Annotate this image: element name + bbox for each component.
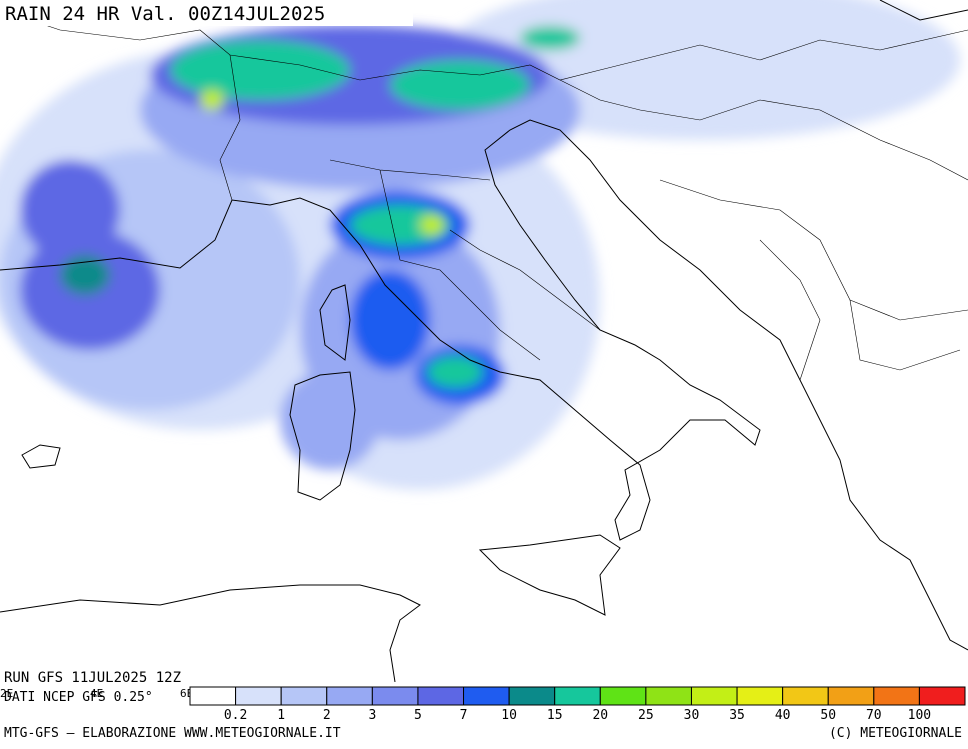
color-swatch xyxy=(280,686,328,706)
border xyxy=(449,229,601,331)
lon-label: 2E xyxy=(0,687,13,700)
legend-label: 70 xyxy=(866,708,882,723)
legend-label: 50 xyxy=(820,708,836,723)
colorbar: 0.2 1 2 3 5 7 10 15 20 25 30 35 40 50 70 100 xyxy=(189,686,966,723)
color-swatch xyxy=(189,686,237,706)
color-swatch xyxy=(554,686,601,706)
balearic xyxy=(21,444,61,469)
border xyxy=(0,9,968,81)
run-label: RUN GFS 11JUL2025 12Z xyxy=(4,670,181,686)
border xyxy=(219,54,241,201)
legend-label: 35 xyxy=(729,708,745,723)
color-swatch xyxy=(736,686,784,706)
color-swatch xyxy=(326,686,373,706)
borders xyxy=(0,9,968,381)
legend-label: 40 xyxy=(775,708,791,723)
legend-label: 30 xyxy=(684,708,700,723)
africa-coast xyxy=(0,584,421,682)
coastlines xyxy=(0,0,968,682)
legend-label: 25 xyxy=(638,708,654,723)
coastline xyxy=(0,119,968,651)
precip-field xyxy=(0,0,960,490)
title: RAIN 24 HR Val. 00Z14JUL2025 xyxy=(5,3,325,25)
title-box xyxy=(0,0,413,26)
legend-label: 3 xyxy=(368,708,376,723)
border xyxy=(659,179,961,371)
color-swatch xyxy=(417,686,465,706)
legend-label: 20 xyxy=(592,708,608,723)
color-swatch xyxy=(599,686,647,706)
map xyxy=(0,0,968,682)
legend-label: 2 xyxy=(323,708,331,723)
legend-label: 7 xyxy=(460,708,468,723)
color-swatch xyxy=(873,686,920,706)
legend-label: 1 xyxy=(277,708,285,723)
footer-right: (C) METEOGIORNALE xyxy=(829,726,962,741)
sicily xyxy=(478,534,621,616)
color-swatch xyxy=(463,686,510,706)
color-swatch xyxy=(235,686,282,706)
legend-label: 15 xyxy=(547,708,563,723)
legend-label: 100 xyxy=(908,708,931,723)
legend-label: 10 xyxy=(501,708,517,723)
source-label: DATI NCEP GFS 0.25° xyxy=(4,690,153,705)
color-swatch xyxy=(782,686,829,706)
footer-left: MTG-GFS – ELABORAZIONE WWW.METEOGIORNALE… xyxy=(4,726,341,741)
color-swatch xyxy=(918,686,966,706)
color-swatch xyxy=(690,686,738,706)
legend-label: 0.2 xyxy=(224,708,247,723)
color-swatch xyxy=(645,686,692,706)
legend-label: 5 xyxy=(414,708,422,723)
color-swatch xyxy=(827,686,875,706)
corsica xyxy=(319,284,351,361)
border xyxy=(559,79,968,181)
border xyxy=(329,159,541,361)
color-swatch xyxy=(508,686,556,706)
border xyxy=(759,239,968,381)
coast-north xyxy=(879,0,968,21)
sardinia xyxy=(289,371,356,501)
color-swatch xyxy=(371,686,419,706)
lon-label: 4E xyxy=(90,687,103,700)
